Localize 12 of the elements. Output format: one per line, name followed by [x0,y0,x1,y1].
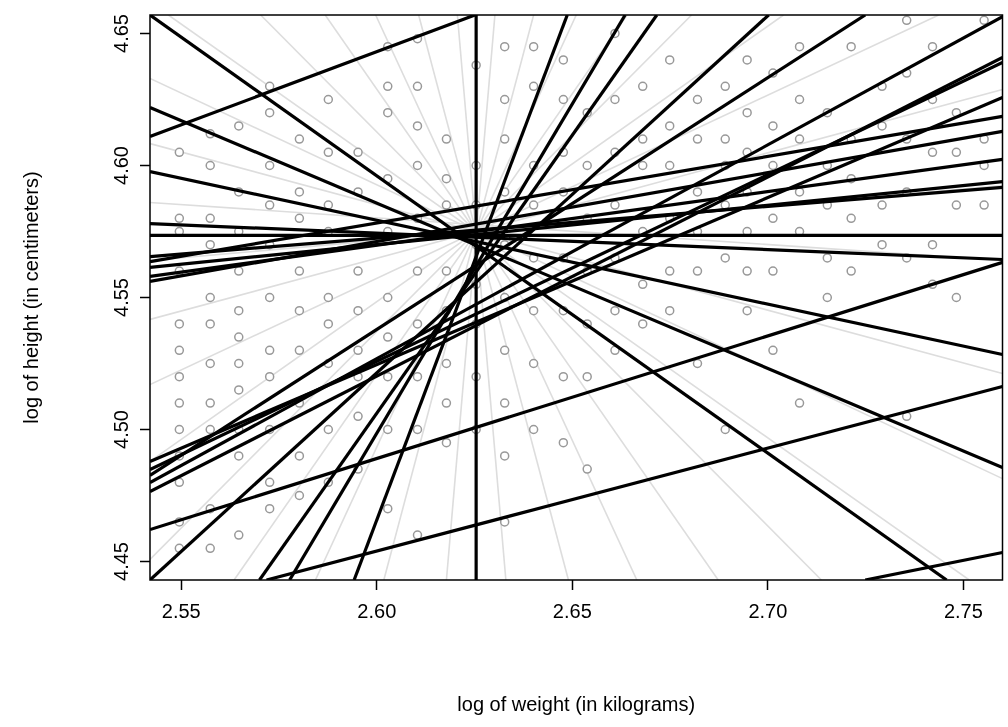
x-tick-label: 2.60 [357,599,397,622]
y-tick-label: 4.55 [109,278,132,317]
x-tick-label: 2.75 [943,599,983,622]
x-axis-title: log of weight (in kilograms) [457,692,696,715]
y-tick-label: 4.65 [109,14,132,53]
y-tick-label: 4.50 [109,410,132,449]
y-tick-label: 4.60 [109,146,132,185]
x-tick-label: 2.55 [161,599,201,622]
x-tick-label: 2.65 [552,599,592,622]
y-axis-title: log of height (in centimeters) [19,171,42,424]
y-tick-label: 4.45 [109,542,132,581]
x-tick-label: 2.70 [748,599,788,622]
